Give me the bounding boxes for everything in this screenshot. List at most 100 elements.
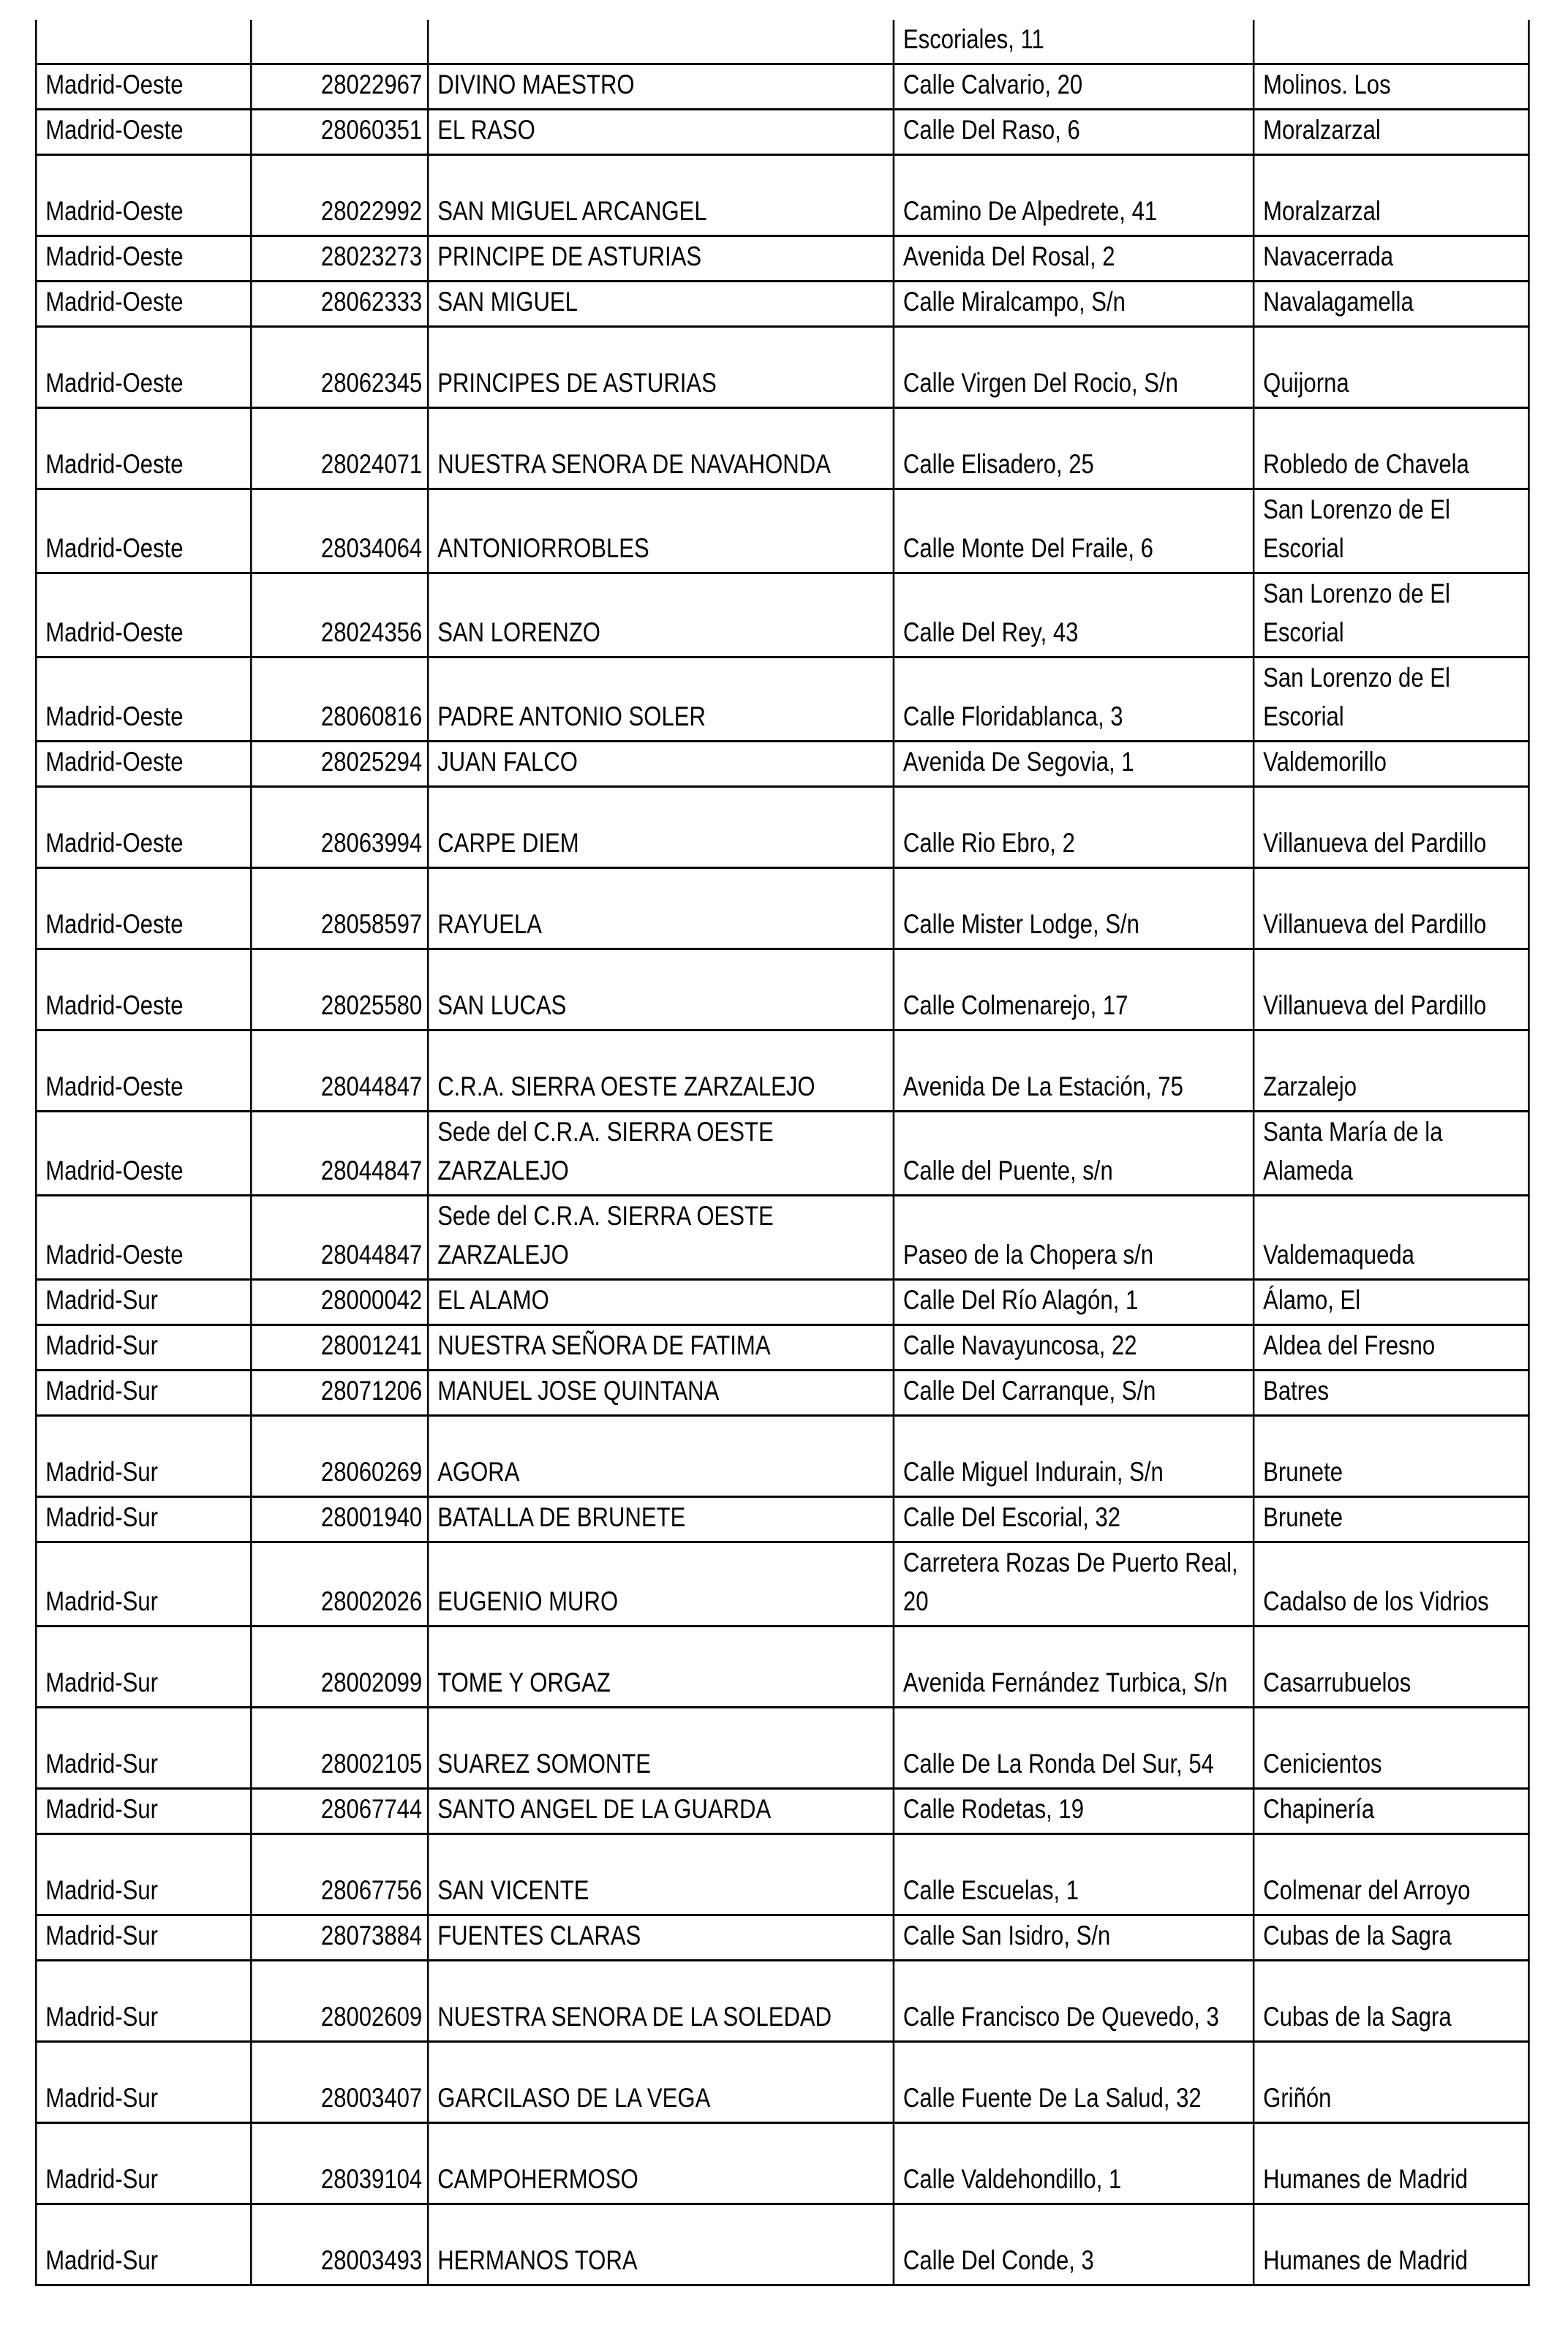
address-cell: Calle Del Carranque, S/n <box>892 1369 1255 1417</box>
area-cell: Madrid-Oeste <box>34 1110 252 1196</box>
table-row: Madrid-Sur 28002105 SUAREZ SOMONTE Calle De… <box>34 1706 1530 1790</box>
address-cell: Calle Del Escorial, 32 <box>892 1496 1255 1543</box>
code-cell: 28002105 <box>249 1706 429 1790</box>
school-name-cell: Sede del C.R.A. SIERRA OESTE ZARZALEJO <box>426 1194 895 1281</box>
municipality-cell: Zarzalejo <box>1252 1029 1530 1112</box>
address-cell: Calle Navayuncosa, 22 <box>892 1324 1255 1371</box>
code-cell: 28034064 <box>249 488 429 574</box>
municipality-cell: Batres <box>1252 1369 1530 1417</box>
code-cell: 28058597 <box>249 867 429 950</box>
area-cell: Madrid-Sur <box>34 2203 252 2286</box>
address-cell: Calle Valdehondillo, 1 <box>892 2122 1255 2205</box>
address-cell: Calle Escuelas, 1 <box>892 1833 1255 1916</box>
address-cell: Avenida De La Estación, 75 <box>892 1029 1255 1112</box>
municipality-cell: Valdemorillo <box>1252 740 1530 788</box>
area-cell: Madrid-Oeste <box>34 325 252 409</box>
area-cell: Madrid-Oeste <box>34 407 252 490</box>
school-name-cell <box>426 20 895 65</box>
address-cell: Calle Elisadero, 25 <box>892 407 1255 490</box>
municipality-cell: Navacerrada <box>1252 235 1530 282</box>
table-row: Madrid-Oeste 28058597 RAYUELA Calle Mister … <box>34 867 1530 950</box>
area-cell: Madrid-Sur <box>34 1496 252 1543</box>
table-row: Madrid-Sur 28067756 SAN VICENTE Calle Escue… <box>34 1833 1530 1916</box>
area-cell: Madrid-Oeste <box>34 108 252 156</box>
school-name-cell: EUGENIO MURO <box>426 1541 895 1627</box>
school-name-cell: RAYUELA <box>426 867 895 950</box>
code-cell: 28062333 <box>249 280 429 328</box>
area-cell: Madrid-Sur <box>34 1914 252 1961</box>
school-name-cell: Sede del C.R.A. SIERRA OESTE ZARZALEJO <box>426 1110 895 1196</box>
municipality-cell: Colmenar del Arroyo <box>1252 1833 1530 1916</box>
table-row: Madrid-Oeste 28044847 Sede del C.R.A. SIER… <box>34 1194 1530 1281</box>
school-name-cell: FUENTES CLARAS <box>426 1914 895 1961</box>
address-cell: Calle del Puente, s/n <box>892 1110 1255 1196</box>
table-row: Madrid-Oeste 28063994 CARPE DIEM Calle Rio … <box>34 785 1530 869</box>
code-cell: 28001241 <box>249 1324 429 1371</box>
code-cell: 28022992 <box>249 154 429 237</box>
address-cell: Carretera Rozas De Puerto Real, 20 <box>892 1541 1255 1627</box>
address-cell: Paseo de la Chopera s/n <box>892 1194 1255 1281</box>
table-row: Madrid-Oeste 28025580 SAN LUCAS Calle Colme… <box>34 948 1530 1031</box>
municipality-cell: Brunete <box>1252 1496 1530 1543</box>
school-name-cell: SAN MIGUEL <box>426 280 895 328</box>
code-cell: 28067744 <box>249 1787 429 1835</box>
address-cell: Calle Virgen Del Rocio, S/n <box>892 325 1255 409</box>
area-cell: Madrid-Oeste <box>34 63 252 110</box>
school-name-cell: JUAN FALCO <box>426 740 895 788</box>
municipality-cell: San Lorenzo de El Escorial <box>1252 572 1530 658</box>
address-cell: Calle Miralcampo, S/n <box>892 280 1255 328</box>
municipality-cell: Quijorna <box>1252 325 1530 409</box>
school-name-cell: SAN VICENTE <box>426 1833 895 1916</box>
school-name-cell: TOME Y ORGAZ <box>426 1625 895 1708</box>
code-cell: 28060351 <box>249 108 429 156</box>
table-row: Madrid-Oeste 28022967 DIVINO MAESTRO Calle … <box>34 63 1530 110</box>
code-cell: 28044847 <box>249 1110 429 1196</box>
table-row: Madrid-Oeste 28060816 PADRE ANTONIO SOLER C… <box>34 656 1530 742</box>
school-name-cell: SAN LORENZO <box>426 572 895 658</box>
table-row: Madrid-Sur 28003493 HERMANOS TORA Calle Del… <box>34 2203 1530 2286</box>
address-cell: Calle Del Río Alagón, 1 <box>892 1278 1255 1326</box>
school-name-cell: NUESTRA SENORA DE LA SOLEDAD <box>426 1959 895 2043</box>
table-row: Madrid-Sur 28002026 EUGENIO MURO Carretera … <box>34 1541 1530 1627</box>
area-cell: Madrid-Oeste <box>34 235 252 282</box>
area-cell: Madrid-Oeste <box>34 785 252 869</box>
area-cell: Madrid-Sur <box>34 1706 252 1790</box>
school-name-cell: CARPE DIEM <box>426 785 895 869</box>
code-cell: 28024356 <box>249 572 429 658</box>
school-name-cell: SANTO ANGEL DE LA GUARDA <box>426 1787 895 1835</box>
area-cell: Madrid-Oeste <box>34 488 252 574</box>
address-cell: Calle Rodetas, 19 <box>892 1787 1255 1835</box>
table-row: Madrid-Oeste 28025294 JUAN FALCO Avenida De… <box>34 740 1530 788</box>
school-name-cell: PRINCIPE DE ASTURIAS <box>426 235 895 282</box>
municipality-cell: Moralzarzal <box>1252 108 1530 156</box>
school-name-cell: EL ALAMO <box>426 1278 895 1326</box>
table-row: Madrid-Sur 28001940 BATALLA DE BRUNETE Call… <box>34 1496 1530 1543</box>
table-row: Madrid-Sur 28073884 FUENTES CLARAS Calle Sa… <box>34 1914 1530 1961</box>
code-cell: 28044847 <box>249 1029 429 1112</box>
table-row: Madrid-Oeste 28044847 C.R.A. SIERRA OESTE … <box>34 1029 1530 1112</box>
school-name-cell: CAMPOHERMOSO <box>426 2122 895 2205</box>
address-cell: Calle Francisco De Quevedo, 3 <box>892 1959 1255 2043</box>
area-cell: Madrid-Oeste <box>34 948 252 1031</box>
code-cell: 28000042 <box>249 1278 429 1326</box>
area-cell: Madrid-Sur <box>34 1278 252 1326</box>
area-cell: Madrid-Sur <box>34 1369 252 1417</box>
area-cell: Madrid-Sur <box>34 2040 252 2124</box>
table-row: Madrid-Oeste 28062345 PRINCIPES DE ASTURIA… <box>34 325 1530 409</box>
municipality-cell: Casarrubuelos <box>1252 1625 1530 1708</box>
address-cell: Calle Del Rey, 43 <box>892 572 1255 658</box>
table-row: Madrid-Oeste 28024356 SAN LORENZO Calle Del… <box>34 572 1530 658</box>
code-cell: 28071206 <box>249 1369 429 1417</box>
address-cell: Calle Calvario, 20 <box>892 63 1255 110</box>
table-row: Madrid-Sur 28002099 TOME Y ORGAZ Avenida Fe… <box>34 1625 1530 1708</box>
code-cell: 28003493 <box>249 2203 429 2286</box>
area-cell: Madrid-Sur <box>34 1833 252 1916</box>
school-name-cell: BATALLA DE BRUNETE <box>426 1496 895 1543</box>
municipality-cell: Cadalso de los Vidrios <box>1252 1541 1530 1627</box>
code-cell: 28067756 <box>249 1833 429 1916</box>
area-cell: Madrid-Sur <box>34 1625 252 1708</box>
school-name-cell: C.R.A. SIERRA OESTE ZARZALEJO <box>426 1029 895 1112</box>
address-cell: Avenida Fernández Turbica, S/n <box>892 1625 1255 1708</box>
table-row: Madrid-Sur 28060269 AGORA Calle Miguel Indu… <box>34 1414 1530 1498</box>
code-cell: 28023273 <box>249 235 429 282</box>
